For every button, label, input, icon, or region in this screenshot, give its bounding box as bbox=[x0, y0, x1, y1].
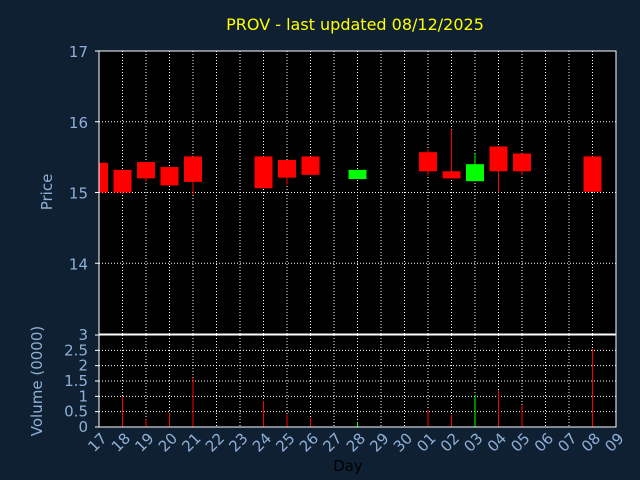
volume-tick-label: 1 bbox=[78, 387, 88, 405]
volume-axis-label: Volume (0000) bbox=[28, 326, 46, 436]
volume-tick-label: 2.5 bbox=[64, 341, 88, 359]
candle-body bbox=[160, 167, 179, 186]
price-plot-frame bbox=[98, 50, 617, 335]
volume-tick-label: 3 bbox=[78, 326, 88, 344]
volume-tick-label: 2 bbox=[78, 357, 88, 375]
x-axis-ticks: 1718192021222324252627282930010203040506… bbox=[84, 429, 627, 455]
volume-bars bbox=[122, 348, 593, 427]
candle-body bbox=[184, 156, 202, 182]
candle-body bbox=[278, 159, 296, 178]
candle-body bbox=[301, 156, 320, 175]
chart-title: PROV - last updated 08/12/2025 bbox=[226, 15, 484, 34]
candle-body bbox=[513, 153, 531, 172]
candle-body bbox=[113, 169, 132, 193]
candle-body bbox=[583, 156, 602, 192]
volume-y-ticks: 00.511.522.53 bbox=[64, 326, 99, 436]
price-tick-label: 16 bbox=[69, 114, 88, 132]
candle-body bbox=[254, 156, 273, 189]
candle-body bbox=[348, 169, 367, 180]
candle-body bbox=[419, 152, 437, 172]
candle-body bbox=[99, 162, 108, 193]
candles bbox=[98, 129, 602, 195]
candle-body bbox=[137, 162, 155, 179]
price-tick-label: 15 bbox=[69, 185, 88, 203]
volume-tick-label: 1.5 bbox=[64, 372, 88, 390]
volume-plot-frame bbox=[98, 334, 617, 428]
volume-tick-label: 0 bbox=[78, 418, 88, 436]
x-axis-label: Day bbox=[333, 457, 363, 475]
volume-panel: 00.511.522.53 bbox=[64, 326, 617, 436]
price-tick-label: 17 bbox=[69, 43, 88, 61]
price-axis-label: Price bbox=[38, 174, 56, 211]
candle-body bbox=[442, 171, 461, 179]
price-panel: 14 15 16 17 bbox=[69, 43, 617, 335]
price-y-ticks: 14 15 16 17 bbox=[69, 43, 99, 273]
candle-body bbox=[466, 164, 484, 182]
price-tick-label: 14 bbox=[69, 255, 88, 273]
volume-tick-label: 0.5 bbox=[64, 403, 88, 421]
candle-body bbox=[489, 146, 508, 172]
